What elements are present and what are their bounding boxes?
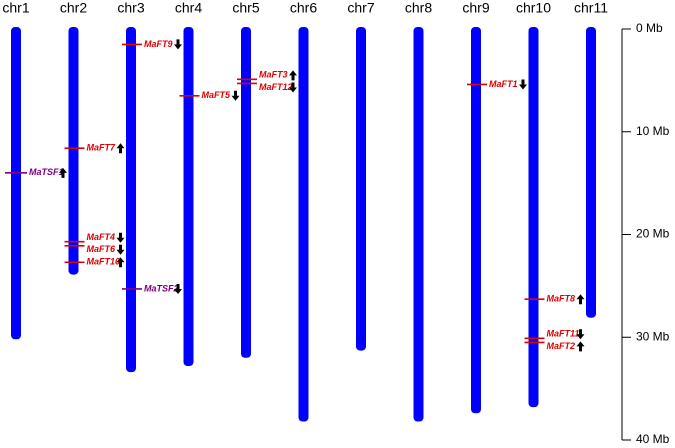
strand-arrow — [519, 79, 527, 90]
gene-label: MaFT11 — [547, 329, 580, 339]
strand-arrow — [576, 341, 585, 352]
chromosome-label: chr2 — [60, 0, 87, 16]
chromosome — [586, 27, 596, 318]
strand-arrow — [576, 294, 585, 305]
chromosome-label: chr9 — [462, 0, 489, 16]
gene-label: MaFT4 — [87, 232, 116, 242]
strand-arrow — [116, 232, 125, 243]
chromosome-label: chr7 — [347, 0, 374, 16]
chromosome — [413, 27, 424, 422]
strand-arrow — [59, 167, 67, 178]
strand-arrow — [116, 244, 125, 255]
chromosome — [183, 27, 194, 367]
chromosome-label: chr3 — [117, 0, 144, 16]
gene-label: MaFT6 — [87, 244, 116, 254]
gene-label: MaTSF1 — [29, 167, 64, 177]
chromosome — [298, 27, 309, 422]
chromosome — [241, 27, 251, 358]
chromosome — [471, 27, 481, 414]
gene-label: MaFT10 — [87, 257, 121, 267]
gene-label: MaFT7 — [87, 143, 116, 153]
chromosome — [528, 27, 539, 408]
chromosome — [126, 27, 136, 373]
chromosome-label: chr5 — [232, 0, 259, 16]
gene-label: MaFT3 — [259, 70, 288, 80]
strand-arrow — [289, 70, 297, 81]
y-tick-label: 10 Mb — [636, 124, 670, 138]
strand-arrow — [289, 82, 297, 93]
gene-label: MaFT2 — [547, 341, 576, 351]
strand-arrow — [174, 39, 182, 50]
chromosome-label: chr4 — [175, 0, 202, 16]
chromosome — [356, 27, 366, 351]
gene-label: MaFT8 — [547, 294, 576, 304]
strand-arrow — [231, 90, 240, 101]
chromosome-label: chr1 — [2, 0, 29, 16]
strand-arrow — [174, 283, 182, 294]
y-tick-label: 0 Mb — [636, 21, 663, 35]
strand-arrow — [116, 143, 125, 154]
y-tick-label: 40 Mb — [636, 432, 670, 446]
gene-label: MaFT12 — [259, 82, 293, 92]
strand-arrow — [116, 257, 125, 268]
chromosome-label: chr8 — [405, 0, 432, 16]
chromosome — [68, 27, 79, 275]
gene-label: MaFT1 — [489, 79, 518, 89]
y-tick-label: 20 Mb — [636, 227, 670, 241]
gene-label: MaFT5 — [202, 90, 231, 100]
gene-label: MaFT9 — [144, 39, 173, 49]
chromosome-label: chr10 — [516, 0, 551, 16]
gene-label: MaTSF2 — [144, 283, 179, 293]
chromosome-label: chr6 — [290, 0, 317, 16]
strand-arrow — [576, 329, 585, 340]
y-tick-label: 30 Mb — [636, 329, 670, 343]
chromosome — [11, 27, 21, 340]
chromosome-label: chr11 — [574, 0, 608, 16]
